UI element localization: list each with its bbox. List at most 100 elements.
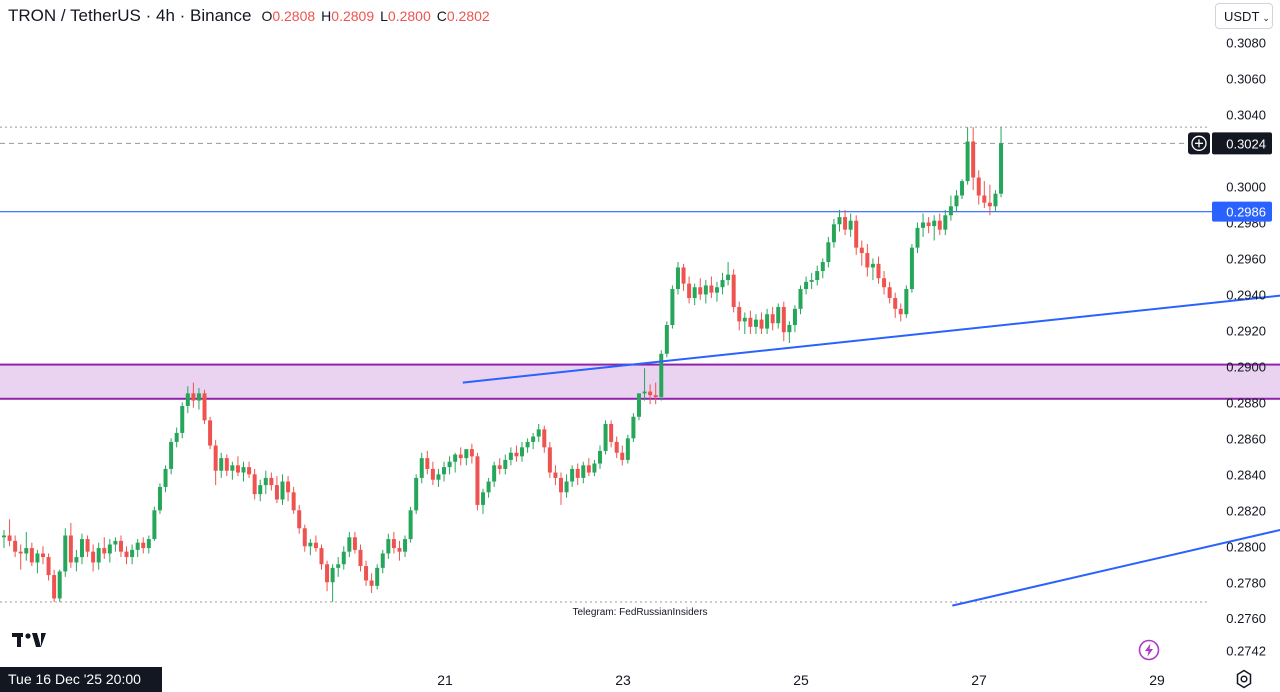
candle-body	[191, 393, 196, 401]
price-tick-label: 0.2860	[1226, 431, 1266, 446]
candle-body	[174, 432, 179, 442]
candle-series	[2, 127, 1004, 603]
candle	[815, 265, 820, 286]
candle	[308, 539, 313, 556]
candle	[770, 307, 775, 331]
lightning-bolt-icon[interactable]	[1138, 639, 1160, 661]
candle	[887, 281, 892, 304]
candle-body	[709, 285, 714, 293]
candle	[430, 461, 435, 486]
candle-body	[118, 540, 123, 552]
candle-body	[297, 510, 302, 529]
candle-body	[508, 452, 513, 460]
candle	[313, 535, 318, 552]
candle-body	[91, 551, 96, 563]
candle	[843, 209, 848, 236]
currency-selector-button[interactable]: USDT ⌄	[1215, 3, 1273, 29]
candle	[414, 474, 419, 514]
candle-body	[876, 263, 881, 279]
candle-body	[13, 540, 18, 552]
candle	[96, 542, 101, 570]
candle	[609, 420, 614, 448]
candle-body	[659, 353, 664, 397]
candle-body	[547, 447, 552, 473]
gear-icon[interactable]	[1234, 669, 1254, 689]
candle	[559, 472, 563, 505]
price-tick-label: 0.2760	[1226, 611, 1266, 626]
candle	[469, 443, 474, 464]
candle	[369, 573, 374, 594]
candle	[987, 184, 992, 216]
candle-body	[859, 247, 864, 254]
candle	[358, 544, 363, 572]
candle	[620, 445, 625, 466]
candle-body	[319, 548, 324, 565]
candle-body	[403, 539, 408, 552]
candle-body	[831, 224, 836, 243]
candle-body	[854, 220, 859, 248]
watermark-text: Telegram: FedRussianInsiders	[572, 607, 707, 618]
candle	[648, 384, 653, 405]
candle-body	[29, 548, 34, 563]
candle-body	[926, 222, 931, 227]
candle	[330, 564, 335, 603]
candle-body	[770, 314, 775, 324]
candle	[553, 465, 558, 486]
price-axis[interactable]: 0.30800.30600.30400.30000.29800.29600.29…	[1188, 36, 1272, 659]
time-axis[interactable]: 21 23 25 27 29	[437, 672, 1165, 688]
candle-body	[954, 195, 959, 207]
time-tick-label: 21	[437, 672, 453, 688]
trendlines: Telegram: FedRussianInsiders	[462, 294, 1280, 618]
candle-body	[85, 539, 90, 552]
candle-body	[870, 263, 875, 268]
candle-body	[525, 441, 530, 448]
candle	[319, 544, 324, 570]
price-tick-label: 0.2900	[1226, 359, 1266, 374]
candle	[714, 281, 719, 302]
ohlc-close: C0.2802	[436, 8, 490, 24]
candle	[753, 314, 758, 335]
candle-body	[765, 314, 770, 329]
candle-body	[932, 220, 937, 227]
candle-body	[425, 458, 430, 469]
candle	[737, 301, 742, 331]
candle-body	[40, 553, 45, 558]
candle-body	[909, 247, 914, 290]
candle-body	[52, 575, 57, 599]
candle	[74, 549, 79, 572]
candle	[631, 413, 636, 442]
candle	[787, 321, 792, 344]
candle	[169, 438, 174, 475]
candle-body	[804, 281, 809, 290]
candle	[575, 463, 580, 486]
candle-body	[731, 274, 736, 308]
candle-body	[815, 271, 820, 281]
candle	[675, 262, 680, 295]
candle	[709, 276, 714, 299]
candle-body	[653, 395, 658, 397]
candle-body	[469, 449, 474, 457]
candle	[781, 301, 786, 342]
time-tick-label: 25	[793, 672, 809, 688]
candle-body	[826, 242, 831, 263]
candle	[269, 472, 274, 491]
candle	[241, 461, 246, 482]
candle	[291, 486, 296, 514]
price-tick-label: 0.2960	[1226, 251, 1266, 266]
candle-body	[486, 481, 491, 493]
candle-body	[726, 274, 731, 281]
candle	[820, 258, 825, 279]
candle	[636, 393, 641, 421]
zone-rectangle	[0, 363, 1280, 400]
candle-body	[553, 472, 558, 478]
candle	[731, 269, 736, 313]
candle	[508, 447, 513, 466]
currency-label: USDT	[1224, 9, 1260, 24]
candle	[386, 533, 391, 559]
tradingview-logo-icon[interactable]	[12, 630, 46, 650]
candle	[698, 278, 703, 300]
candle	[464, 449, 469, 466]
candle-body	[386, 539, 391, 554]
candle	[325, 560, 330, 592]
